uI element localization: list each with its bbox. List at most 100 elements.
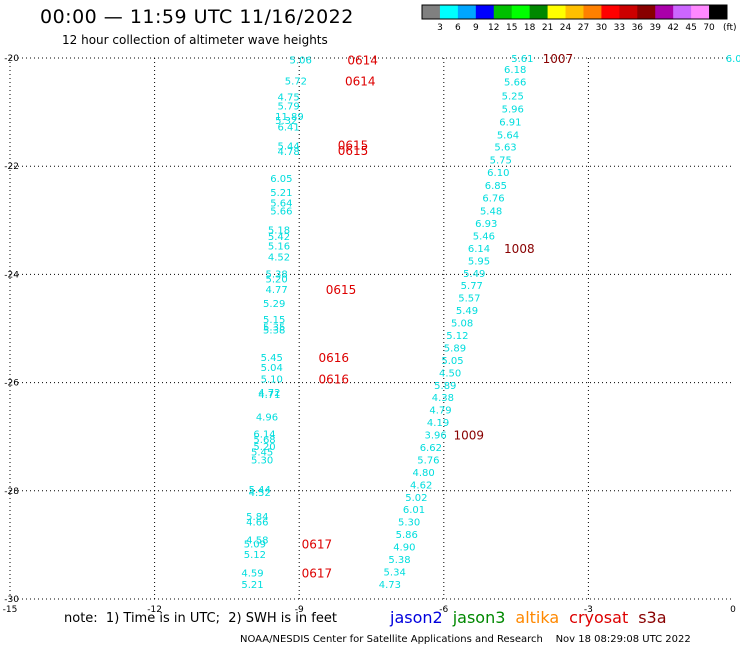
swh-value-label: 6.05 xyxy=(270,174,292,185)
data-points: 5.065.724.755.7911.895.326.415.444.786.0… xyxy=(241,54,740,591)
colorbar-swatch xyxy=(637,5,656,19)
y-tick-label: -28 xyxy=(4,487,19,497)
swh-value-label: 4.75 xyxy=(278,92,300,103)
swh-value-label: 5.75 xyxy=(490,156,512,167)
swh-value-label: 5.25 xyxy=(502,91,524,102)
x-tick-label: 0 xyxy=(730,605,736,615)
y-tick-label: -20 xyxy=(4,54,19,64)
colorbar-swatch xyxy=(601,5,620,19)
swh-value-label: 5.29 xyxy=(263,299,285,310)
colorbar-label: 18 xyxy=(524,23,536,33)
swh-value-label: 5.35 xyxy=(263,322,285,333)
swh-value-label: 5.38 xyxy=(388,555,410,566)
satellite-cryosat: cryosat xyxy=(569,608,629,627)
swh-value-label: 4.59 xyxy=(241,568,263,579)
colorbar-label: 30 xyxy=(596,23,608,33)
swh-value-label: 4.50 xyxy=(439,368,461,379)
swh-value-label: 5.96 xyxy=(502,104,524,115)
colorbar-swatch xyxy=(619,5,638,19)
swh-value-label: 4.19 xyxy=(427,418,449,429)
x-tick-label: -12 xyxy=(147,605,162,615)
swh-value-label: 5.20 xyxy=(253,442,275,453)
swh-value-label: 4.79 xyxy=(429,406,451,417)
colorbar-label: 21 xyxy=(542,23,553,33)
y-tick-label: -26 xyxy=(4,379,19,389)
colorbar-swatch xyxy=(475,5,495,19)
swh-value-label: 5.18 xyxy=(268,225,290,236)
track-tag-label: 0616 xyxy=(318,372,349,386)
colorbar-label: 70 xyxy=(703,23,715,33)
swh-value-label: 5.76 xyxy=(417,455,439,466)
swh-value-label: 5.44 xyxy=(249,485,271,496)
swh-value-label: 5.61 xyxy=(511,54,533,65)
plot-grid xyxy=(10,58,733,599)
swh-value-label: 5.49 xyxy=(456,306,478,317)
swh-value-label: 4.72 xyxy=(258,388,280,399)
swh-value-label: 5.86 xyxy=(396,530,418,541)
swh-value-label: 5.64 xyxy=(270,198,292,209)
swh-value-label: 4.80 xyxy=(412,468,434,479)
swh-value-label: 6.91 xyxy=(499,117,521,128)
x-tick-label: -6 xyxy=(439,605,448,615)
colorbar-swatch xyxy=(691,5,710,19)
swh-value-label: 5.34 xyxy=(384,567,406,578)
track-tag-label: 0615 xyxy=(338,144,369,158)
swh-value-label: 5.44 xyxy=(278,142,300,153)
swh-value-label: 4.52 xyxy=(249,488,271,499)
swh-value-label: 5.45 xyxy=(261,353,283,364)
swh-value-label: 6.10 xyxy=(487,168,509,179)
track-tag-label: 0615 xyxy=(326,283,357,297)
swh-value-label: 5.46 xyxy=(473,231,495,242)
colorbar-swatch xyxy=(655,5,674,19)
colorbar-swatch xyxy=(529,5,549,19)
swh-value-label: 4.73 xyxy=(379,580,401,591)
swh-value-label: 6.85 xyxy=(485,181,507,192)
colorbar-swatch xyxy=(565,5,584,19)
swh-value-label: 4.78 xyxy=(278,147,300,158)
swh-value-label: 4.77 xyxy=(265,285,287,296)
track-tag-label: 0617 xyxy=(302,566,333,580)
swh-value-label: 5.12 xyxy=(446,331,468,342)
swh-value-label: 6.93 xyxy=(475,219,497,230)
swh-value-label: 4.38 xyxy=(432,393,454,404)
swh-value-label: 11.89 xyxy=(275,112,304,123)
swh-value-label: 5.10 xyxy=(261,374,283,385)
swh-value-label: 6.76 xyxy=(482,194,504,205)
colorbar-label: 45 xyxy=(685,23,696,33)
swh-value-label: 5.79 xyxy=(278,102,300,113)
track-tag-label: 0615 xyxy=(338,139,369,153)
swh-value-label: 6.62 xyxy=(420,443,442,454)
swh-value-label: 5.12 xyxy=(244,550,266,561)
swh-value-label: 4.66 xyxy=(246,518,268,529)
track-tag-label: 0614 xyxy=(347,54,378,68)
swh-value-label: 5.45 xyxy=(251,447,273,458)
swh-value-label: 5.15 xyxy=(263,315,285,326)
swh-value-label: 5.66 xyxy=(270,207,292,218)
swh-value-label: 6.18 xyxy=(504,65,526,76)
swh-value-label: 5.72 xyxy=(285,77,307,88)
satellite-legend: jason2 jason3 altika cryosat s3a xyxy=(390,608,677,627)
colorbar-label: 42 xyxy=(667,23,678,33)
credit-line: NOAA/NESDIS Center for Satellite Applica… xyxy=(240,634,691,645)
track-tag-label: 1007 xyxy=(543,52,574,66)
y-tick-label: -24 xyxy=(4,270,19,280)
track-tag-label: 0614 xyxy=(345,75,376,89)
colorbar-label: 12 xyxy=(488,23,499,33)
colorbar-swatch xyxy=(422,5,441,19)
satellite-jason3: jason3 xyxy=(452,608,506,627)
colorbar-label: 6 xyxy=(455,23,461,33)
satellite-altika: altika xyxy=(515,608,560,627)
swh-value-label: 5.42 xyxy=(268,232,290,243)
swh-value-label: 5.95 xyxy=(468,256,490,267)
x-tick-label: -15 xyxy=(3,605,18,615)
colorbar-swatch xyxy=(673,5,692,19)
colorbar-frame xyxy=(421,4,728,20)
colorbar-label: 3 xyxy=(437,23,443,33)
track-tag-label: 1008 xyxy=(504,242,535,256)
colorbar-swatch xyxy=(709,5,728,19)
swh-value-label: 5.48 xyxy=(480,207,502,218)
colorbar-label: 33 xyxy=(614,23,625,33)
swh-value-label: 5.06 xyxy=(290,56,312,67)
swh-value-label: 6.0 xyxy=(726,54,740,65)
